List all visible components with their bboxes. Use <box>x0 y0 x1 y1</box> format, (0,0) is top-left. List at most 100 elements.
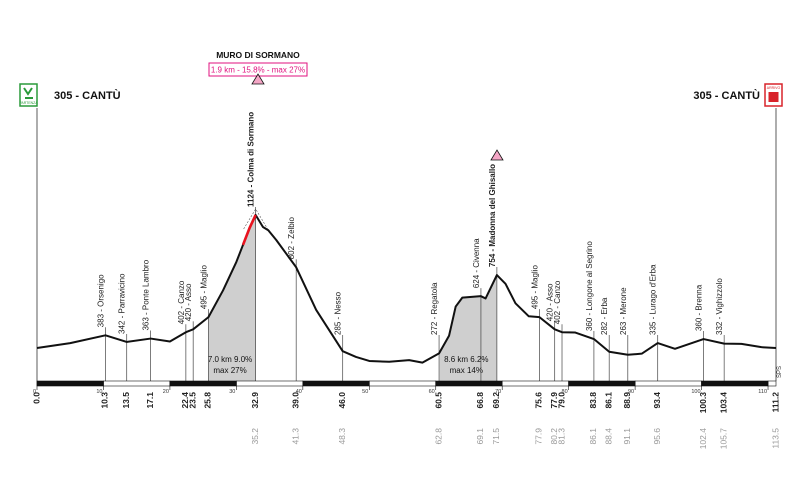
climb-stats: 7.0 km 9.0% <box>208 355 252 364</box>
km-label: 17.1 <box>145 392 155 409</box>
waypoint-label: 402 - Canzo <box>177 280 186 324</box>
x-tick-label: 10 <box>96 389 102 395</box>
muro-stats: 1.9 km - 15.8% - max 27% <box>211 66 305 75</box>
km-alt-label: 88.4 <box>603 428 613 445</box>
km-alt-label: 80.2 <box>549 428 559 445</box>
waypoint-label: 263 - Merone <box>619 287 628 335</box>
km-label: 32.9 <box>250 392 260 409</box>
km-alt-label: 69.1 <box>475 428 485 445</box>
climb-icon <box>251 73 265 85</box>
axis-segment <box>302 380 370 387</box>
axis-segment <box>236 380 304 387</box>
finish-label: 305 - CANTÙ <box>693 89 760 102</box>
waypoint-label: 335 - Lurago d'Erba <box>649 264 658 335</box>
x-tick-label: 50 <box>362 389 368 395</box>
x-tick-label: 0 <box>33 389 36 395</box>
climb-max: max 14% <box>450 366 483 375</box>
km-alt-label: 95.6 <box>652 428 662 445</box>
km-label: 22.4 <box>180 392 190 409</box>
waypoint-label: 342 - Parravicino <box>118 273 127 334</box>
waypoint-label: 420 - Asso <box>546 283 555 321</box>
climb-max: max 27% <box>213 366 246 375</box>
waypoint-label: 402 - Canzo <box>553 280 562 324</box>
waypoint-label: 360 - Brenna <box>695 284 704 331</box>
x-tick-label: 40 <box>296 389 302 395</box>
finish-icon-text: ARRIVO <box>767 86 781 90</box>
axis-segment <box>435 380 503 387</box>
waypoint-label: 1124 - Colma di Sormano <box>247 112 256 207</box>
axis-segment <box>568 380 636 387</box>
km-alt-label: 81.3 <box>556 428 566 445</box>
km-label: 25.8 <box>203 392 213 409</box>
km-alt-label: 41.3 <box>290 428 300 445</box>
muro-segment <box>241 214 257 246</box>
waypoint-label: 360 - Longone al Segrino <box>585 241 594 331</box>
x-tick-label: 30 <box>229 389 235 395</box>
x-tick-label: 70 <box>495 389 501 395</box>
start-icon-glyph <box>23 87 33 99</box>
climb-icon <box>490 149 504 161</box>
km-alt-label: 113.5 <box>770 428 780 449</box>
axis-segment <box>103 380 171 387</box>
climb-stats: 8.6 km 6.2% <box>444 355 488 364</box>
waypoint-label: 754 - Madonna del Ghisallo <box>488 164 497 267</box>
km-label: 103.4 <box>718 392 728 414</box>
km-alt-label: 91.1 <box>622 428 632 445</box>
axis-segment <box>36 380 104 387</box>
km-label: 66.8 <box>475 392 485 409</box>
waypoint-label: 272 - Regatola <box>430 282 439 335</box>
waypoint-label: 495 - Maglio <box>530 265 539 310</box>
km-alt-label: 71.5 <box>491 428 501 445</box>
km-label: 77.9 <box>549 392 559 409</box>
km-label: 93.4 <box>652 392 662 409</box>
km-label: 46.0 <box>337 392 347 409</box>
km-label: 39.0 <box>290 392 300 409</box>
x-tick-label: 80 <box>562 389 568 395</box>
km-alt-label: 77.9 <box>534 428 544 445</box>
km-label: 13.5 <box>121 392 131 409</box>
axis-segment <box>368 380 437 387</box>
km-label: 79.0 <box>556 392 566 409</box>
axis-segment <box>634 380 702 387</box>
x-tick-label: 110 <box>758 389 767 395</box>
axis-segment <box>501 380 569 387</box>
km-label: 100.3 <box>698 392 708 414</box>
x-tick-label: 90 <box>628 389 634 395</box>
km-alt-label: 105.7 <box>718 428 728 450</box>
km-alt-label: 48.3 <box>337 428 347 445</box>
km-label: 83.8 <box>588 392 598 409</box>
km-alt-label: 102.4 <box>698 428 708 450</box>
muro-marker <box>243 208 268 230</box>
waypoint-label: 802 - Zelbio <box>287 216 296 259</box>
km-label: 10.3 <box>100 392 110 409</box>
x-tick-label: 100 <box>691 389 700 395</box>
km-label: 23.5 <box>187 392 197 409</box>
profile-line <box>36 213 777 364</box>
km-label: 88.9 <box>622 392 632 409</box>
waypoint-label: 495 - Maglio <box>199 265 208 310</box>
km-alt-label: 35.2 <box>250 428 260 445</box>
axis-segment <box>767 380 777 387</box>
km-label: 0.0 <box>31 392 41 404</box>
km-alt-label: 86.1 <box>588 428 598 445</box>
waypoint-label: 383 - Orsenigo <box>96 274 105 327</box>
km-label: 111.2 <box>770 392 780 413</box>
start-icon-text: PARTENZA <box>19 101 38 105</box>
side-label: SPS <box>777 366 783 378</box>
waypoint-label: 420 - Asso <box>184 283 193 321</box>
start-icon: PARTENZA <box>19 83 38 107</box>
km-label: 75.6 <box>534 392 544 409</box>
finish-icon-glyph <box>768 92 779 102</box>
km-label: 69.2 <box>491 392 501 409</box>
x-tick-label: 60 <box>429 389 435 395</box>
climb-shade <box>208 214 256 381</box>
waypoint-label: 282 - Erba <box>600 297 609 335</box>
waypoint-label: 363 - Ponte Lambro <box>142 259 151 330</box>
km-label: 60.5 <box>433 392 443 409</box>
start-label: 305 - CANTÙ <box>54 89 121 102</box>
waypoint-label: 624 - Civenna <box>472 238 481 288</box>
finish-icon: ARRIVO <box>764 83 783 107</box>
waypoint-label: 332 - Vighizzolo <box>715 278 724 335</box>
